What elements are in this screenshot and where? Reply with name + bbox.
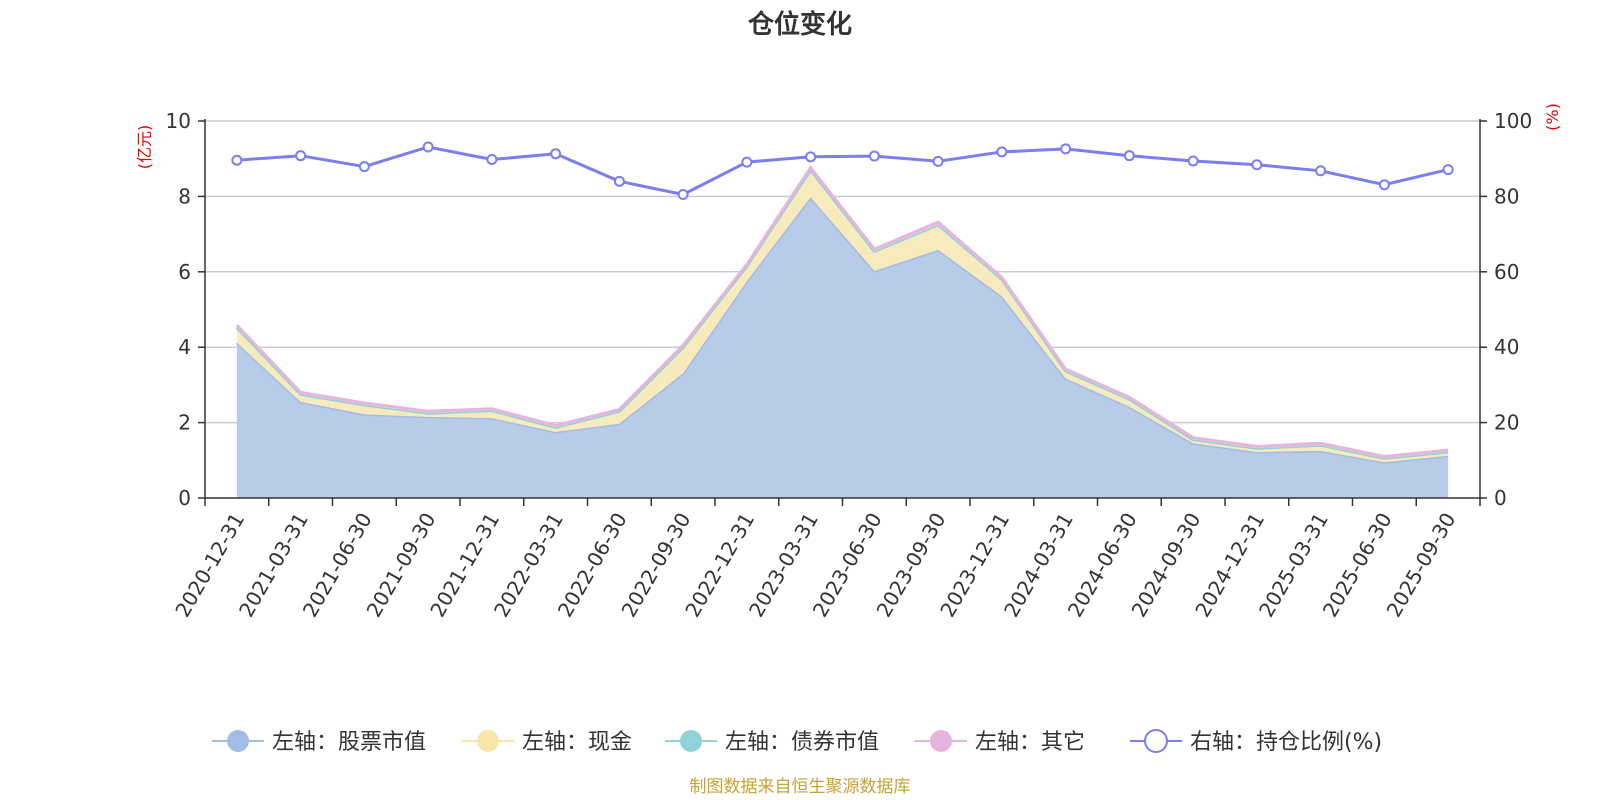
right-axis-tick-label: 80 (1494, 184, 1519, 208)
left-axis-tick-label: 8 (178, 184, 191, 208)
left-axis-tick-label: 0 (178, 486, 191, 510)
ratio-line-path (236, 145, 1449, 197)
ratio-point (295, 150, 307, 162)
ratio-point (231, 154, 243, 166)
ratio-point (932, 155, 944, 167)
legend-label: 左轴：债券市值 (725, 730, 879, 755)
ratio-point (677, 189, 689, 201)
area-股票市值 (236, 197, 1449, 498)
legend-item[interactable]: 右轴：持仓比例(%) (1130, 729, 1382, 755)
legend-circle-icon (477, 730, 499, 752)
ratio-point (1315, 165, 1327, 177)
legend-label: 左轴：股票市值 (272, 730, 426, 755)
holding-ratio-line (231, 141, 1454, 201)
legend-item[interactable]: 左轴：债券市值 (665, 730, 879, 755)
left-axis-tick-label: 2 (178, 411, 191, 435)
left-axis-tick-label: 10 (166, 109, 191, 133)
ratio-point (550, 148, 562, 160)
legend-label: 左轴：其它 (975, 730, 1085, 755)
right-axis-tick-label: 40 (1494, 335, 1519, 359)
ratio-point (1442, 164, 1454, 176)
left-axis-unit: (亿元) (135, 125, 154, 170)
left-axis-tick-label: 4 (178, 335, 191, 359)
legend-circle-icon (680, 730, 702, 752)
ratio-point (422, 141, 434, 153)
ratio-point (741, 156, 753, 168)
right-axis-tick-label: 0 (1494, 486, 1507, 510)
legend-item[interactable]: 左轴：其它 (915, 730, 1085, 755)
ratio-point (613, 175, 625, 187)
right-axis-tick-label: 20 (1494, 411, 1519, 435)
ratio-point (1378, 179, 1390, 191)
ratio-point (868, 150, 880, 162)
legend[interactable]: 左轴：股票市值 左轴：现金 左轴：债券市值 左轴：其它 右轴：持仓比例(%) (212, 729, 1382, 755)
legend-item[interactable]: 左轴：现金 (462, 730, 632, 755)
right-axis-unit: (%) (1543, 103, 1562, 131)
ratio-point (996, 146, 1008, 158)
ratio-point (358, 161, 370, 173)
source-note: 制图数据来自恒生聚源数据库 (690, 777, 911, 797)
chart-title: 仓位变化 (747, 9, 852, 40)
legend-circle-icon (930, 730, 952, 752)
legend-hollow-circle-icon (1144, 729, 1168, 753)
area-现金 (236, 170, 1449, 463)
ratio-point (805, 151, 817, 163)
ratio-point (486, 153, 498, 165)
ratio-point (1060, 143, 1072, 155)
ratio-point (1251, 159, 1263, 171)
left-axis-tick-label: 6 (178, 260, 191, 284)
legend-label: 左轴：现金 (522, 730, 632, 755)
right-axis-tick-label: 100 (1494, 109, 1532, 133)
legend-label: 右轴：持仓比例(%) (1190, 730, 1382, 755)
legend-item[interactable]: 左轴：股票市值 (212, 730, 426, 755)
ratio-point (1123, 150, 1135, 162)
legend-circle-icon (227, 730, 249, 752)
area-line-其它 (235, 165, 1449, 459)
right-axis-tick-label: 60 (1494, 260, 1519, 284)
ratio-point (1187, 155, 1199, 167)
stacked-areas (235, 165, 1449, 498)
